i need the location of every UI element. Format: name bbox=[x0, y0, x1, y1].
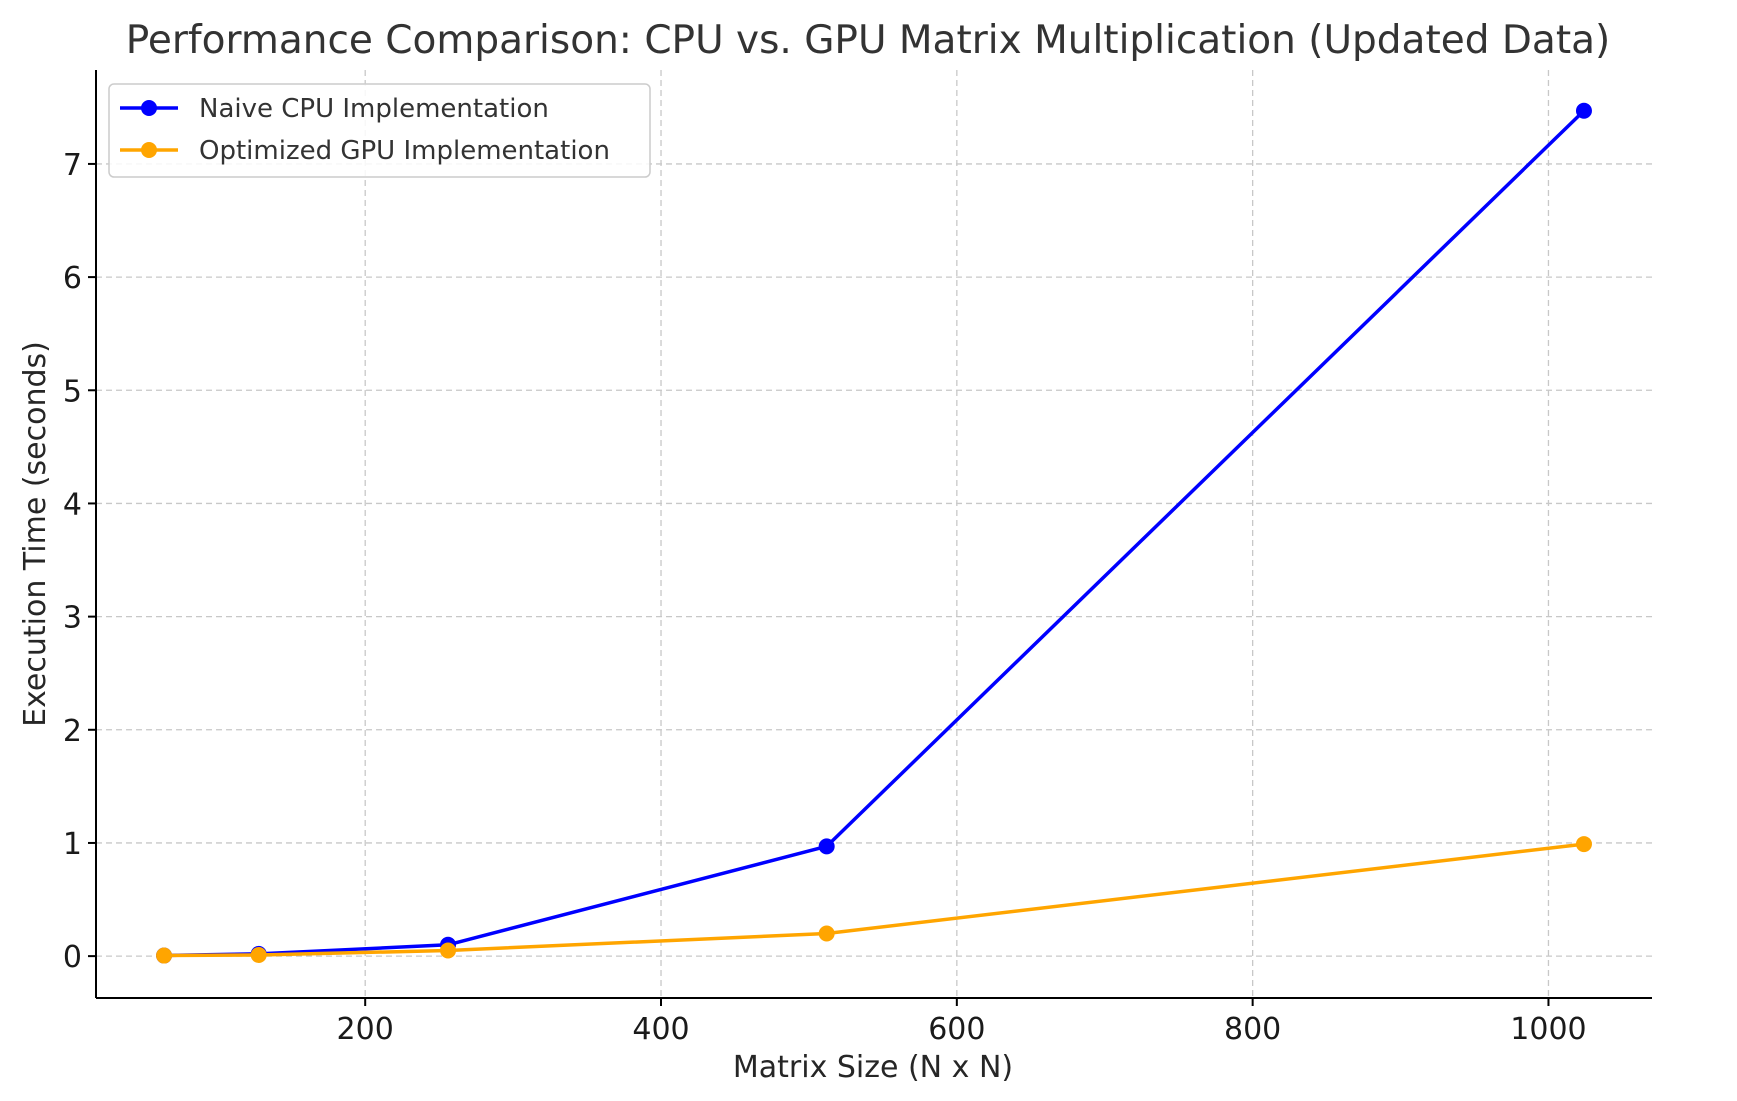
y-tick-label: 0 bbox=[63, 940, 82, 975]
data-point bbox=[250, 946, 267, 963]
legend-item: Optimized GPU Implementation bbox=[120, 136, 610, 166]
legend-label: Naive CPU Implementation bbox=[199, 94, 549, 124]
legend-box bbox=[108, 83, 651, 178]
y-tick-label: 6 bbox=[63, 261, 82, 296]
y-tick-label: 3 bbox=[63, 601, 82, 636]
series-gpu bbox=[156, 836, 1592, 964]
chart-title: Performance Comparison: CPU vs. GPU Matr… bbox=[126, 18, 1610, 63]
legend-label: Optimized GPU Implementation bbox=[199, 136, 610, 166]
y-tick-label: 4 bbox=[63, 487, 82, 522]
data-point bbox=[818, 925, 835, 942]
data-point bbox=[818, 838, 835, 855]
series-line bbox=[164, 842, 1585, 958]
x-tick-label: 1000 bbox=[1510, 1012, 1586, 1047]
data-point bbox=[1575, 102, 1592, 119]
y-tick-label: 7 bbox=[63, 148, 82, 183]
data-point bbox=[440, 942, 457, 959]
series-line bbox=[164, 109, 1586, 958]
y-tick-label: 2 bbox=[63, 714, 82, 749]
grid-lines bbox=[96, 70, 1652, 998]
data-point bbox=[156, 947, 173, 964]
x-tick-label: 400 bbox=[632, 1012, 689, 1047]
data-point bbox=[1575, 836, 1592, 853]
legend-marker bbox=[141, 142, 157, 158]
x-axis-label: Matrix Size (N x N) bbox=[733, 1050, 1013, 1085]
legend-item: Naive CPU Implementation bbox=[120, 94, 549, 124]
series-layer bbox=[156, 102, 1592, 964]
legend-marker bbox=[141, 100, 157, 116]
legend: Naive CPU Implementation Optimized GPU Im… bbox=[108, 83, 651, 178]
x-tick-label: 800 bbox=[1224, 1012, 1281, 1047]
x-tick-label: 200 bbox=[337, 1012, 394, 1047]
y-tick-label: 1 bbox=[63, 827, 82, 862]
series-cpu bbox=[156, 102, 1592, 964]
x-tick-label: 600 bbox=[928, 1012, 985, 1047]
y-axis-label: Execution Time (seconds) bbox=[18, 341, 53, 727]
axis-ticks: 200 400 600 800 1000 0 1 2 3 4 5 6 7 bbox=[63, 148, 1587, 1047]
y-tick-label: 5 bbox=[63, 374, 82, 409]
